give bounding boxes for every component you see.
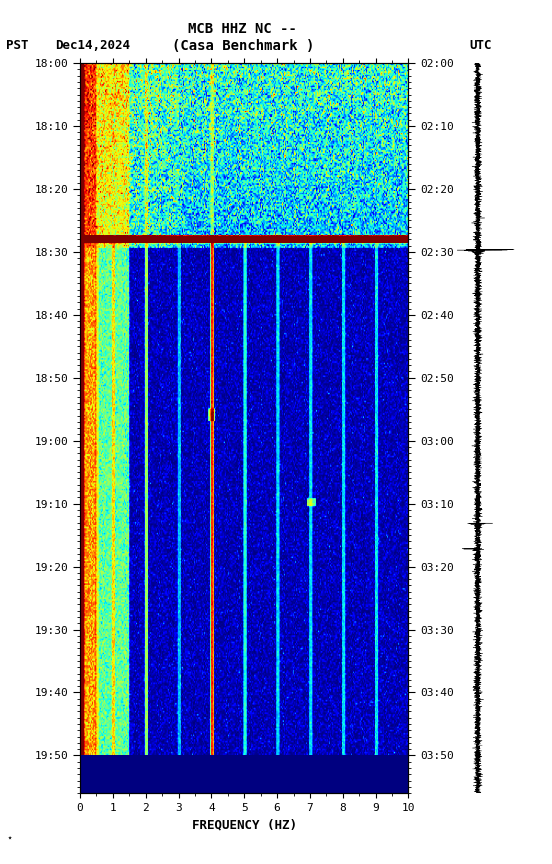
Text: (Casa Benchmark ): (Casa Benchmark ) xyxy=(172,39,314,53)
X-axis label: FREQUENCY (HZ): FREQUENCY (HZ) xyxy=(192,818,297,831)
Text: UTC: UTC xyxy=(469,39,492,52)
Text: MCB HHZ NC --: MCB HHZ NC -- xyxy=(188,22,298,35)
Text: PST: PST xyxy=(6,39,28,52)
Text: Dec14,2024: Dec14,2024 xyxy=(55,39,130,52)
Text: $\star$: $\star$ xyxy=(6,832,13,842)
